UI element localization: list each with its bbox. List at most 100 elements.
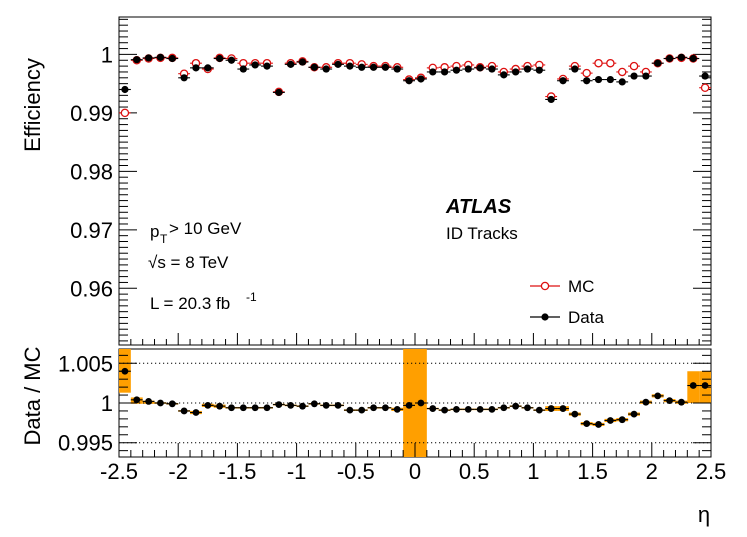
ratio-point	[275, 401, 283, 408]
mc-point	[120, 108, 130, 118]
data-point	[393, 65, 401, 73]
data-point	[263, 62, 271, 70]
ratio-point	[382, 404, 389, 412]
data-point	[156, 53, 165, 61]
ratio-point	[547, 405, 555, 412]
mc-point	[700, 83, 710, 92]
legend-entry-data: Data	[530, 308, 604, 327]
id-tracks-label: ID Tracks	[446, 224, 518, 243]
ratio-point	[322, 401, 330, 409]
x-tick-label: -2.5	[100, 459, 138, 484]
data-point	[346, 62, 354, 70]
data-point	[358, 63, 366, 71]
ratio-point	[405, 401, 413, 409]
data-point	[145, 54, 153, 62]
data-point	[322, 65, 330, 73]
ratio-point	[701, 382, 709, 389]
ratio-y-tick-label: 1	[101, 391, 113, 416]
energy-label: √s = 8 TeV	[148, 253, 229, 272]
x-tick-label: -1.5	[218, 459, 256, 484]
data-point	[429, 68, 437, 76]
legend-data-marker	[541, 313, 549, 321]
ratio-point	[239, 404, 247, 412]
mc-point	[629, 61, 639, 71]
ratio-point	[654, 392, 662, 400]
ratio-point	[216, 402, 224, 410]
ratio-point	[121, 367, 129, 375]
data-point	[642, 72, 650, 80]
ratio-point	[299, 402, 306, 410]
mc-point	[606, 58, 615, 68]
data-point	[310, 63, 318, 71]
ratio-y-tick-label: 0.995	[58, 431, 113, 456]
pt-subscript: T	[160, 232, 168, 246]
ratio-panel: 0.995 1 1.005 -2.5 -2 -1.5 -1 -0.5 0 0.5 1 1.5 2 2.5	[58, 348, 726, 484]
data-point	[369, 63, 378, 71]
ratio-point	[393, 405, 401, 413]
data-point	[180, 74, 188, 82]
y-tick-label: 0.98	[70, 159, 113, 184]
data-point	[594, 75, 603, 84]
ratio-point	[157, 399, 164, 407]
ratio-point	[571, 410, 579, 418]
ratio-point	[583, 420, 591, 428]
ratio-point	[488, 405, 496, 413]
data-point	[535, 66, 543, 74]
ratio-point	[524, 404, 531, 412]
pt-symbol: p	[150, 222, 159, 241]
ratio-point	[180, 407, 188, 415]
data-point	[500, 71, 508, 79]
x-axis-title: η	[698, 502, 710, 527]
y-tick-label: 0.97	[70, 218, 113, 243]
atlas-label: ATLAS	[445, 196, 512, 218]
mc-point	[582, 68, 591, 78]
ratio-point	[535, 406, 543, 414]
ratio-point	[263, 404, 271, 412]
ratio-point	[228, 404, 235, 412]
data-point	[488, 65, 496, 73]
legend-data-label: Data	[568, 308, 604, 327]
ratio-point	[606, 417, 614, 424]
ratio-point	[145, 398, 153, 405]
data-point	[168, 54, 176, 63]
data-point	[417, 75, 425, 83]
data-point	[381, 63, 389, 71]
pt-cut-label: p T > 10 GeV	[150, 219, 242, 246]
x-tick-label: 1.5	[577, 459, 608, 484]
data-point	[216, 54, 224, 63]
x-tick-label: 0	[409, 459, 421, 484]
ratio-point	[251, 404, 259, 412]
data-point	[227, 56, 236, 64]
luminosity-label: L = 20.3 fb -1	[150, 290, 257, 313]
ratio-point	[133, 396, 141, 404]
data-point	[204, 64, 212, 72]
ratio-point	[678, 398, 685, 406]
x-tick-label: -2	[168, 459, 188, 484]
ratio-point	[595, 421, 602, 428]
data-point	[618, 78, 626, 86]
data-point	[287, 60, 295, 68]
y-tick-label: 1	[101, 42, 113, 67]
data-point	[334, 60, 342, 68]
y-axis-title-efficiency: Efficiency	[20, 58, 45, 152]
ratio-point	[358, 406, 366, 414]
pt-threshold: > 10 GeV	[169, 219, 242, 238]
y-axis-title-ratio: Data / MC	[20, 346, 45, 445]
mc-point	[594, 58, 603, 68]
ratio-point	[168, 400, 176, 408]
ratio-point	[334, 401, 342, 409]
data-point	[121, 85, 129, 94]
x-tick-label: 1	[527, 459, 539, 484]
ratio-point	[287, 401, 295, 409]
data-point	[701, 72, 709, 80]
data-point	[298, 58, 307, 66]
data-point	[606, 75, 614, 84]
data-point	[133, 56, 141, 64]
legend-entry-mc: MC	[530, 277, 594, 296]
data-point	[192, 64, 200, 72]
ratio-point	[689, 382, 697, 389]
ratio-point	[453, 405, 460, 413]
ratio-point	[559, 405, 567, 412]
data-point	[405, 77, 413, 85]
ratio-point	[192, 409, 200, 416]
